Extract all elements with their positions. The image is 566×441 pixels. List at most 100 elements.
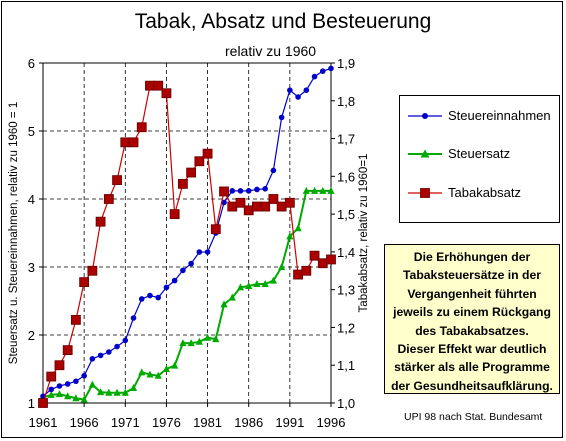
right-tick-label: 1,1 xyxy=(337,358,355,373)
data-point xyxy=(136,122,147,133)
right-tick-label: 1,3 xyxy=(337,283,355,298)
data-point xyxy=(113,388,121,396)
chart-title: Tabak, Absatz und Besteuerung xyxy=(134,10,432,33)
data-point xyxy=(56,383,63,389)
data-point xyxy=(210,224,221,235)
data-point xyxy=(177,178,188,189)
data-point xyxy=(319,186,327,194)
data-point xyxy=(146,370,154,378)
data-point xyxy=(261,280,269,287)
data-point xyxy=(81,373,87,379)
note-line: stärker als alle Programme xyxy=(394,360,550,375)
data-point xyxy=(194,156,205,167)
data-point xyxy=(71,314,81,325)
legend-symbol-steuereinnahmen xyxy=(408,113,442,119)
data-point xyxy=(196,249,203,255)
data-point xyxy=(106,349,112,355)
data-point xyxy=(187,339,195,347)
data-point xyxy=(269,276,277,284)
right-tick-label: 1,2 xyxy=(337,320,355,335)
data-point xyxy=(278,263,286,270)
data-point xyxy=(87,265,98,276)
data-point xyxy=(260,201,271,212)
right-tick-label: 1,0 xyxy=(337,396,355,411)
series-layer xyxy=(38,65,336,408)
data-point xyxy=(112,175,122,186)
data-point xyxy=(122,337,129,344)
data-point xyxy=(188,260,194,267)
data-point xyxy=(195,337,203,345)
left-tick-label: 5 xyxy=(28,124,35,139)
data-point xyxy=(105,388,113,396)
data-point xyxy=(228,293,236,301)
note-line: des Tabakabsatzes. xyxy=(415,323,529,338)
legend-symbol-tabakabsatz xyxy=(408,188,442,198)
data-point xyxy=(220,300,228,308)
legend-label-steuersatz: Steuersatz xyxy=(448,146,511,161)
data-point xyxy=(89,356,96,362)
chart-subtitle: relativ zu 1960 xyxy=(225,43,317,59)
note-line: jeweils zu einem Rückgang xyxy=(393,305,551,320)
x-tick-label: 1991 xyxy=(275,415,304,430)
data-point xyxy=(301,265,312,276)
x-tick-label: 1996 xyxy=(317,415,346,430)
left-tick-label: 2 xyxy=(28,328,35,343)
data-point xyxy=(245,188,252,194)
series-line xyxy=(42,67,332,397)
series-tabakabsatz xyxy=(38,80,336,408)
data-point xyxy=(128,137,139,148)
legend-marker-circle xyxy=(422,113,428,119)
data-point xyxy=(252,201,262,212)
left-tick-label: 6 xyxy=(28,56,35,71)
series-steuereinnahmen xyxy=(40,65,334,400)
data-point xyxy=(202,148,213,159)
data-point xyxy=(169,209,180,220)
data-point xyxy=(72,394,80,402)
data-point xyxy=(294,224,302,232)
data-point xyxy=(162,365,171,372)
data-point xyxy=(120,137,131,148)
data-point xyxy=(319,68,326,74)
data-point xyxy=(80,395,88,403)
data-point xyxy=(46,371,57,382)
data-point xyxy=(327,186,335,194)
data-point xyxy=(186,167,197,178)
x-tick-label: 1981 xyxy=(193,415,222,430)
data-point xyxy=(317,258,328,269)
data-point xyxy=(204,249,211,255)
left-tick-label: 1 xyxy=(28,396,35,411)
right-tick-label: 1,5 xyxy=(337,207,355,222)
data-point xyxy=(180,267,186,274)
x-tick-label: 1971 xyxy=(111,415,140,430)
data-point xyxy=(295,94,301,100)
data-point xyxy=(229,188,236,194)
data-point xyxy=(235,197,246,208)
data-point xyxy=(237,188,244,194)
data-point xyxy=(311,73,318,80)
data-point xyxy=(278,114,285,121)
data-point xyxy=(154,371,162,379)
data-point xyxy=(114,343,120,350)
data-point xyxy=(73,378,79,385)
data-point xyxy=(310,186,319,194)
data-point xyxy=(245,282,253,290)
data-point xyxy=(219,186,229,197)
data-point xyxy=(243,205,254,216)
data-point xyxy=(47,390,55,398)
data-point xyxy=(287,87,293,93)
data-point xyxy=(303,87,310,93)
note-line: Tabaksteuersätze in der xyxy=(403,268,541,283)
right-tick-label: 1,8 xyxy=(337,94,355,109)
data-point xyxy=(97,388,105,396)
legend-label-steuereinnahmen: Steuereinnahmen xyxy=(448,108,551,123)
data-point xyxy=(284,197,295,208)
left-tick-label: 3 xyxy=(28,260,35,275)
right-tick-label: 1,4 xyxy=(337,245,355,260)
data-point xyxy=(38,398,48,408)
data-point xyxy=(161,88,172,99)
data-point xyxy=(171,361,179,369)
note-line: Vergangenheit führten xyxy=(407,286,537,301)
left-axis-label: Steuersatz u. Steuereinnahmen, relativ z… xyxy=(8,102,20,364)
